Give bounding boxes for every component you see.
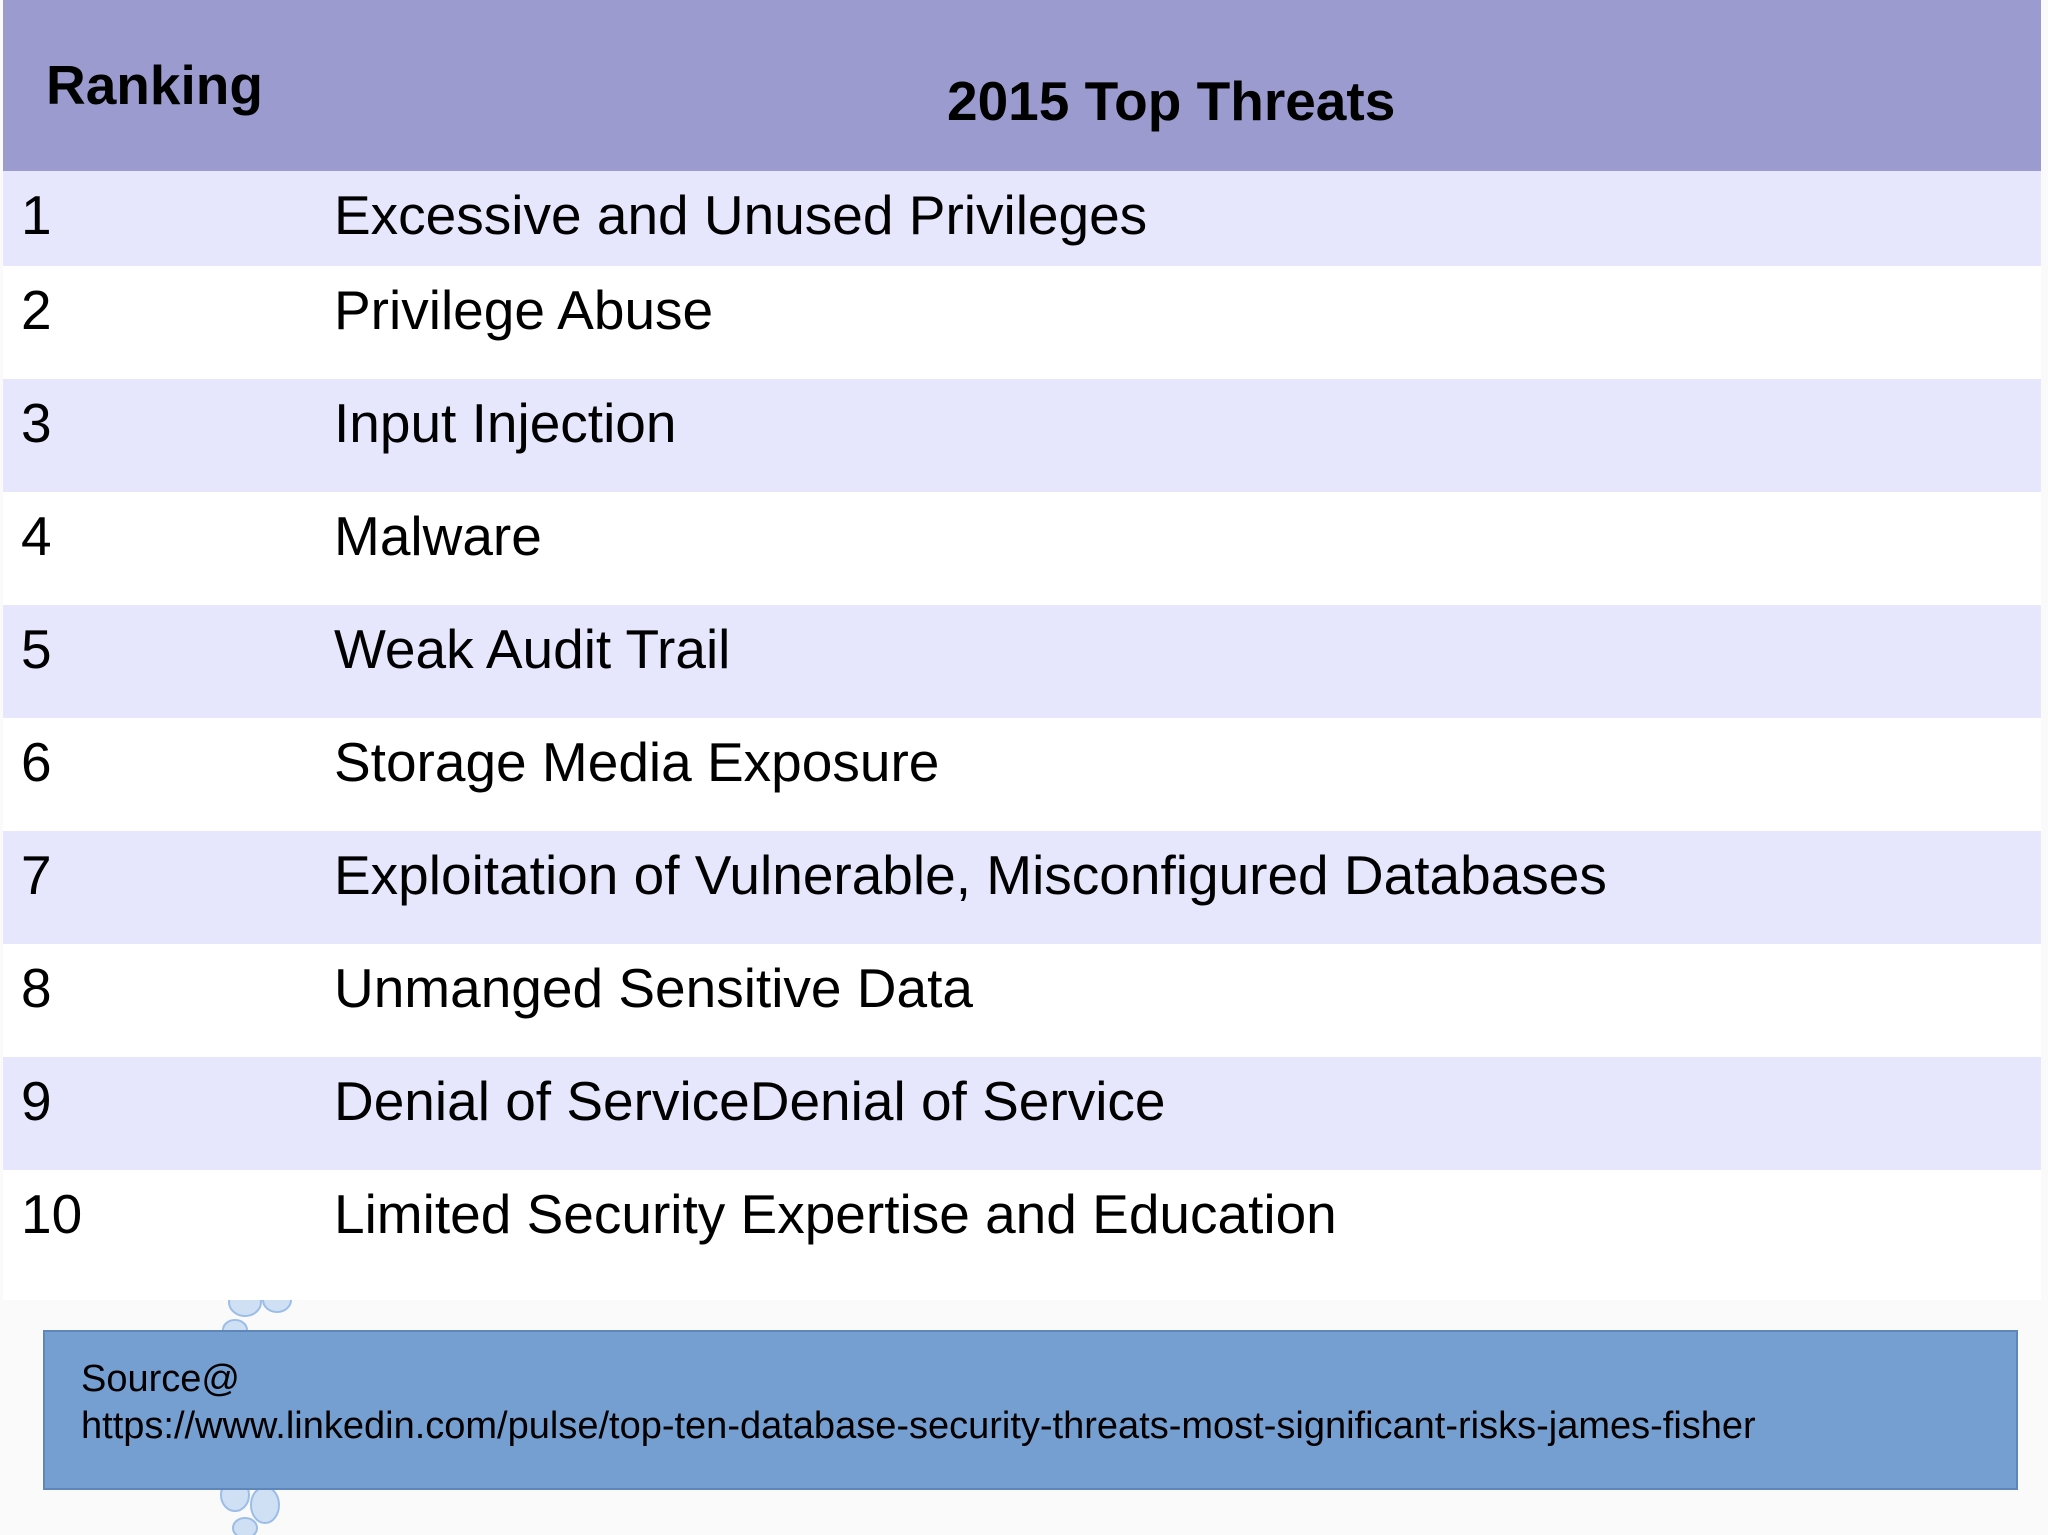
rank-cell: 2 [21,279,52,341]
threat-cell: Input Injection [334,392,677,454]
table-row: 5 Weak Audit Trail [3,605,2041,718]
rank-cell: 5 [21,618,52,680]
table-row: 8 Unmanged Sensitive Data [3,944,2041,1057]
threat-cell: Weak Audit Trail [334,618,731,680]
table-row: 10 Limited Security Expertise and Educat… [3,1170,2041,1300]
threat-cell: Denial of ServiceDenial of Service [334,1070,1166,1132]
threat-cell: Limited Security Expertise and Education [334,1183,1337,1245]
threats-table: Ranking 2015 Top Threats 1 Excessive and… [3,0,2041,1300]
rank-cell: 10 [21,1183,83,1245]
rank-cell: 3 [21,392,52,454]
ranking-column-header: Ranking [46,54,263,116]
rank-cell: 9 [21,1070,52,1132]
source-citation-box: Source@ https://www.linkedin.com/pulse/t… [43,1330,2018,1490]
table-row: 4 Malware [3,492,2041,605]
rank-cell: 6 [21,731,52,793]
source-url: https://www.linkedin.com/pulse/top-ten-d… [81,1405,1756,1447]
rank-cell: 1 [21,184,52,246]
threat-cell: Unmanged Sensitive Data [334,957,973,1019]
threat-cell: Excessive and Unused Privileges [334,184,1148,246]
threat-cell: Storage Media Exposure [334,731,940,793]
table-row: 3 Input Injection [3,379,2041,492]
threats-column-header: 2015 Top Threats [947,70,1396,132]
rank-cell: 7 [21,844,52,906]
threat-cell: Exploitation of Vulnerable, Misconfigure… [334,844,1607,906]
table-row: 1 Excessive and Unused Privileges [3,171,2041,266]
source-label: Source@ [81,1358,240,1400]
threat-cell: Privilege Abuse [334,279,714,341]
threat-cell: Malware [334,505,542,567]
rank-cell: 8 [21,957,52,1019]
table-header: Ranking 2015 Top Threats [3,0,2041,171]
table-row: 9 Denial of ServiceDenial of Service [3,1057,2041,1170]
table-row: 6 Storage Media Exposure [3,718,2041,831]
table-row: 7 Exploitation of Vulnerable, Misconfigu… [3,831,2041,944]
rank-cell: 4 [21,505,52,567]
table-row: 2 Privilege Abuse [3,266,2041,379]
